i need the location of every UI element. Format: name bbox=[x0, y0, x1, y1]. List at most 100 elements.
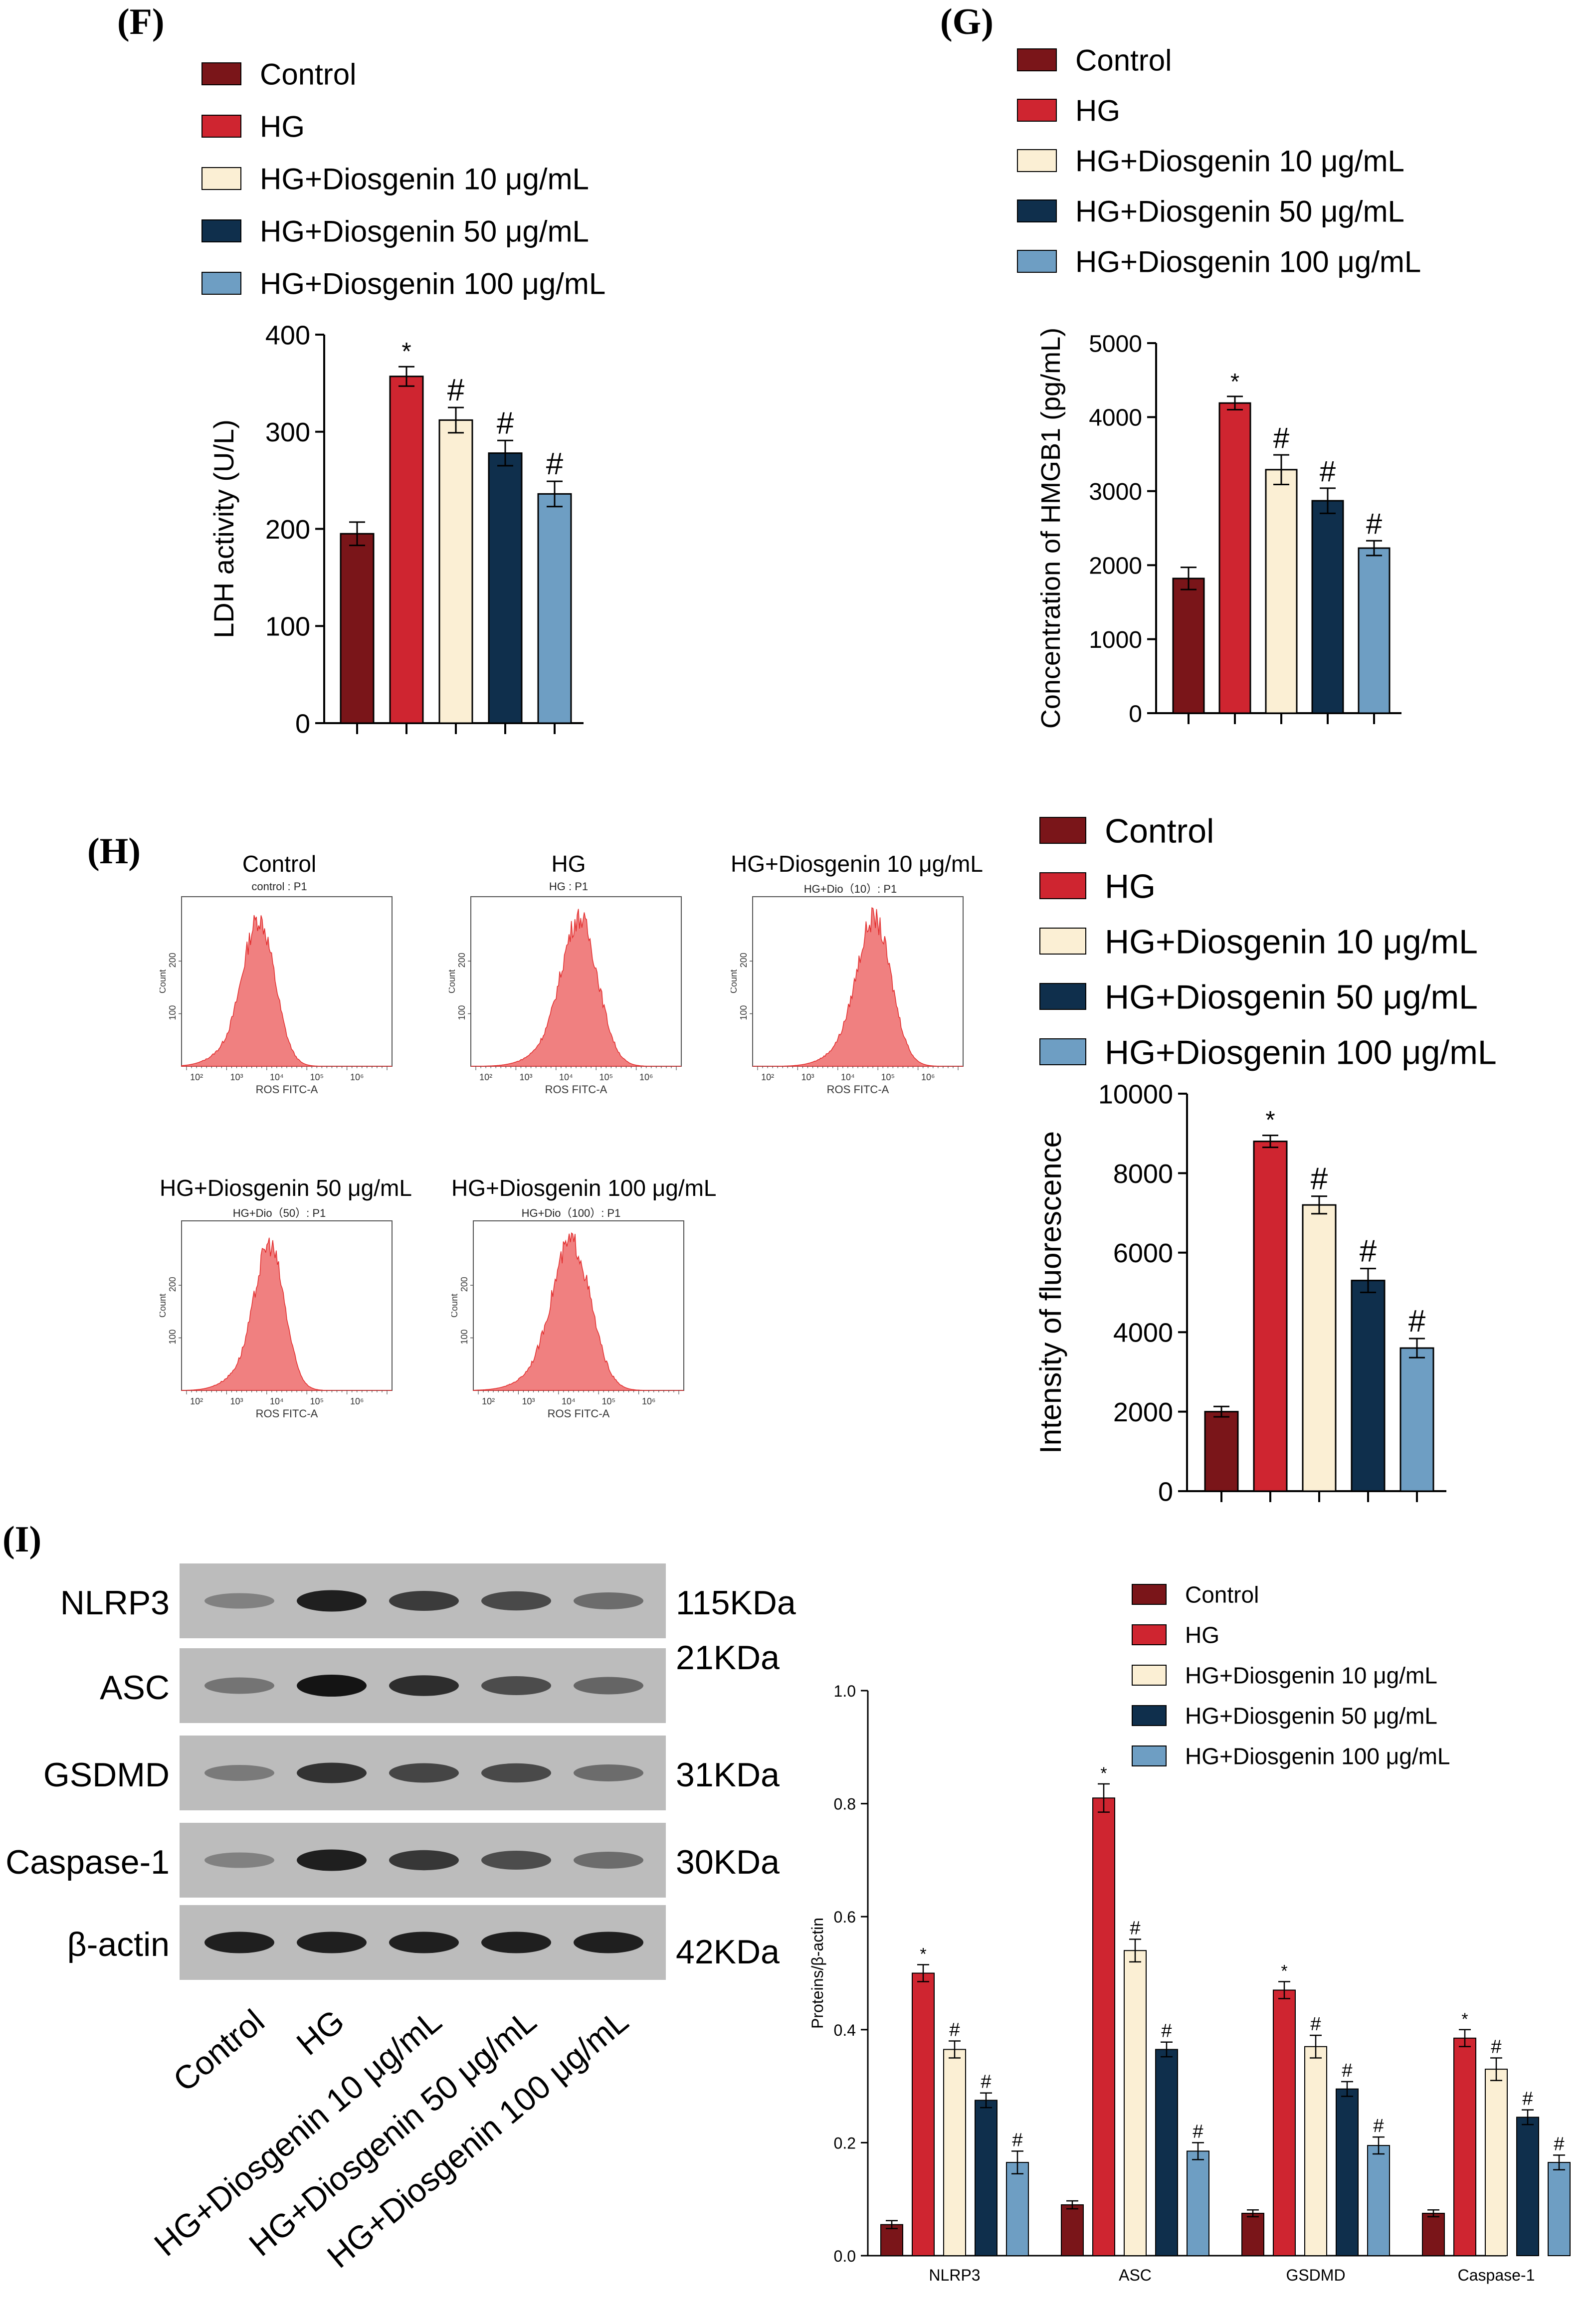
chart-f-y-tick-label: 200 bbox=[265, 515, 310, 545]
blot-band bbox=[204, 1677, 274, 1694]
flow-x-tick-label: 10² bbox=[190, 1396, 203, 1406]
legend-i-label: HG+Diosgenin 10 μg/mL bbox=[1185, 1663, 1437, 1689]
legend-f-swatch bbox=[201, 115, 241, 138]
blot-label-asc: ASC bbox=[100, 1669, 170, 1707]
blot-band bbox=[389, 1932, 459, 1953]
blot-band bbox=[297, 1675, 367, 1697]
chart-i-significance: # bbox=[1012, 2129, 1022, 2150]
legend-f-label: HG+Diosgenin 50 μg/mL bbox=[260, 215, 589, 248]
chart-i-bar bbox=[912, 1972, 935, 2256]
chart-g-bar bbox=[1218, 402, 1251, 714]
chart-i-category-label: Caspase-1 bbox=[1458, 2266, 1535, 2284]
legend-i-swatch bbox=[1132, 1665, 1167, 1686]
kda-label-asc: 21KDa bbox=[676, 1639, 780, 1677]
chart-i-y-tick-label: 1.0 bbox=[834, 1682, 856, 1700]
chart-i-y-tick-label: 0.8 bbox=[834, 1795, 856, 1813]
flow-y-tick-label: 100 bbox=[168, 1005, 178, 1020]
chart-h-significance: # bbox=[1360, 1234, 1377, 1269]
blot-band bbox=[574, 1852, 643, 1869]
chart-i-bar bbox=[1485, 2069, 1508, 2256]
legend-f-swatch bbox=[201, 62, 241, 85]
blot-strip-nlrp3 bbox=[180, 1563, 666, 1638]
chart-h-y-tick-label: 0 bbox=[1158, 1477, 1173, 1507]
blot-band bbox=[297, 1590, 367, 1612]
kda-label-nlrp3: 115KDa bbox=[676, 1584, 796, 1622]
legend-f-label: Control bbox=[260, 58, 356, 91]
chart-f-significance: * bbox=[401, 337, 411, 365]
blot-strip-bactin bbox=[180, 1905, 666, 1980]
flow-x-tick-label: 10⁵ bbox=[602, 1396, 615, 1406]
chart-h-y-tick-label: 2000 bbox=[1113, 1397, 1173, 1427]
flow-y-tick-label: 200 bbox=[168, 1277, 178, 1292]
chart-g-y-tick-label: 4000 bbox=[1089, 405, 1142, 431]
flow-histogram bbox=[473, 1232, 684, 1391]
legend-h-swatch bbox=[1039, 1038, 1086, 1065]
chart-i-y-tick-label: 0.2 bbox=[834, 2134, 856, 2152]
legend-i-swatch bbox=[1132, 1745, 1167, 1766]
chart-h-bar bbox=[1204, 1411, 1239, 1492]
chart-h-significance: # bbox=[1311, 1162, 1328, 1196]
chart-i-bar bbox=[880, 2224, 903, 2257]
flow-x-label: ROS FITC-A bbox=[545, 1083, 607, 1096]
legend-g-swatch bbox=[1017, 48, 1057, 71]
chart-g-bar bbox=[1265, 469, 1298, 714]
chart-g-y-tick-label: 1000 bbox=[1089, 627, 1142, 653]
chart-i-bar bbox=[975, 2100, 998, 2256]
chart-h-significance: # bbox=[1408, 1304, 1426, 1339]
chart-g-y-tick-label: 5000 bbox=[1089, 331, 1142, 357]
flow-x-tick-label: 10⁵ bbox=[881, 1072, 895, 1082]
legend-g-label: Control bbox=[1075, 44, 1172, 77]
flow-x-tick-label: 10³ bbox=[230, 1072, 243, 1082]
blot-band bbox=[574, 1677, 643, 1695]
chart-i-significance: # bbox=[1342, 2060, 1352, 2081]
legend-g-label: HG bbox=[1075, 94, 1120, 128]
flow-y-tick-label: 200 bbox=[168, 953, 178, 968]
kda-label-bactin: 42KDa bbox=[676, 1933, 780, 1971]
blot-band bbox=[204, 1765, 274, 1781]
blot-band bbox=[297, 1932, 367, 1953]
flow-x-tick-label: 10² bbox=[761, 1072, 774, 1082]
chart-i-significance: * bbox=[920, 1945, 926, 1964]
flow-x-tick-label: 10³ bbox=[801, 1072, 814, 1082]
legend-h-label: HG+Diosgenin 10 μg/mL bbox=[1105, 923, 1478, 961]
flow-x-tick-label: 10³ bbox=[519, 1072, 532, 1082]
chart-h-y-tick-label: 6000 bbox=[1113, 1238, 1173, 1268]
flow-x-label: ROS FITC-A bbox=[548, 1407, 610, 1420]
flow-x-tick-label: 10⁴ bbox=[270, 1072, 284, 1082]
chart-f-bar bbox=[340, 533, 375, 724]
flow-x-tick-label: 10³ bbox=[230, 1396, 243, 1406]
chart-g-significance: # bbox=[1273, 422, 1289, 454]
chart-g-y-tick-label: 2000 bbox=[1089, 553, 1142, 579]
legend-i-swatch bbox=[1132, 1624, 1167, 1645]
flow-y-label: Count bbox=[160, 969, 168, 993]
chart-i-significance: # bbox=[1193, 2121, 1203, 2142]
chart-h-bar bbox=[1253, 1141, 1288, 1492]
chart-f-bar bbox=[488, 452, 523, 724]
flow-subtitle: HG : P1 bbox=[549, 880, 589, 893]
legend-h-label: Control bbox=[1105, 812, 1214, 850]
flow-y-label: Count bbox=[451, 1294, 459, 1318]
chart-i-category-label: GSDMD bbox=[1286, 2266, 1345, 2284]
blot-band bbox=[481, 1932, 551, 1953]
chart-g-y-label: Concentration of HMGB1 (pg/mL) bbox=[1036, 328, 1066, 729]
legend-h-label: HG+Diosgenin 50 μg/mL bbox=[1105, 978, 1478, 1016]
blot-band bbox=[389, 1675, 459, 1696]
legend-h-swatch bbox=[1039, 928, 1086, 955]
chart-i-significance: # bbox=[1161, 2021, 1172, 2042]
blot-band bbox=[481, 1763, 551, 1783]
panel-label-i: (I) bbox=[2, 1519, 42, 1560]
kda-label-gsdmd: 31KDa bbox=[676, 1756, 780, 1794]
flow-plot-control: Control control : P1 100 200 Count 10² 10³ 10… bbox=[160, 850, 399, 1100]
chart-h-y-label: Intensity of fluorescence bbox=[1034, 1131, 1067, 1454]
chart-f-y-tick-label: 400 bbox=[265, 320, 310, 350]
flow-x-tick-label: 10⁶ bbox=[350, 1072, 364, 1082]
blot-band bbox=[574, 1932, 643, 1953]
chart-i-bar bbox=[1422, 2213, 1445, 2256]
flow-plot-hg: HG HG : P1 100 200 Count 10² 10³ 10⁴ 10⁵ 10⁶ ROS… bbox=[449, 850, 688, 1100]
chart-i-bar bbox=[1155, 2049, 1178, 2257]
flow-subtitle: HG+Dio（10）: P1 bbox=[803, 883, 897, 895]
legend-g-swatch bbox=[1017, 250, 1057, 273]
flow-y-tick-label: 100 bbox=[459, 1330, 469, 1345]
chart-i-bar bbox=[1367, 2145, 1390, 2256]
